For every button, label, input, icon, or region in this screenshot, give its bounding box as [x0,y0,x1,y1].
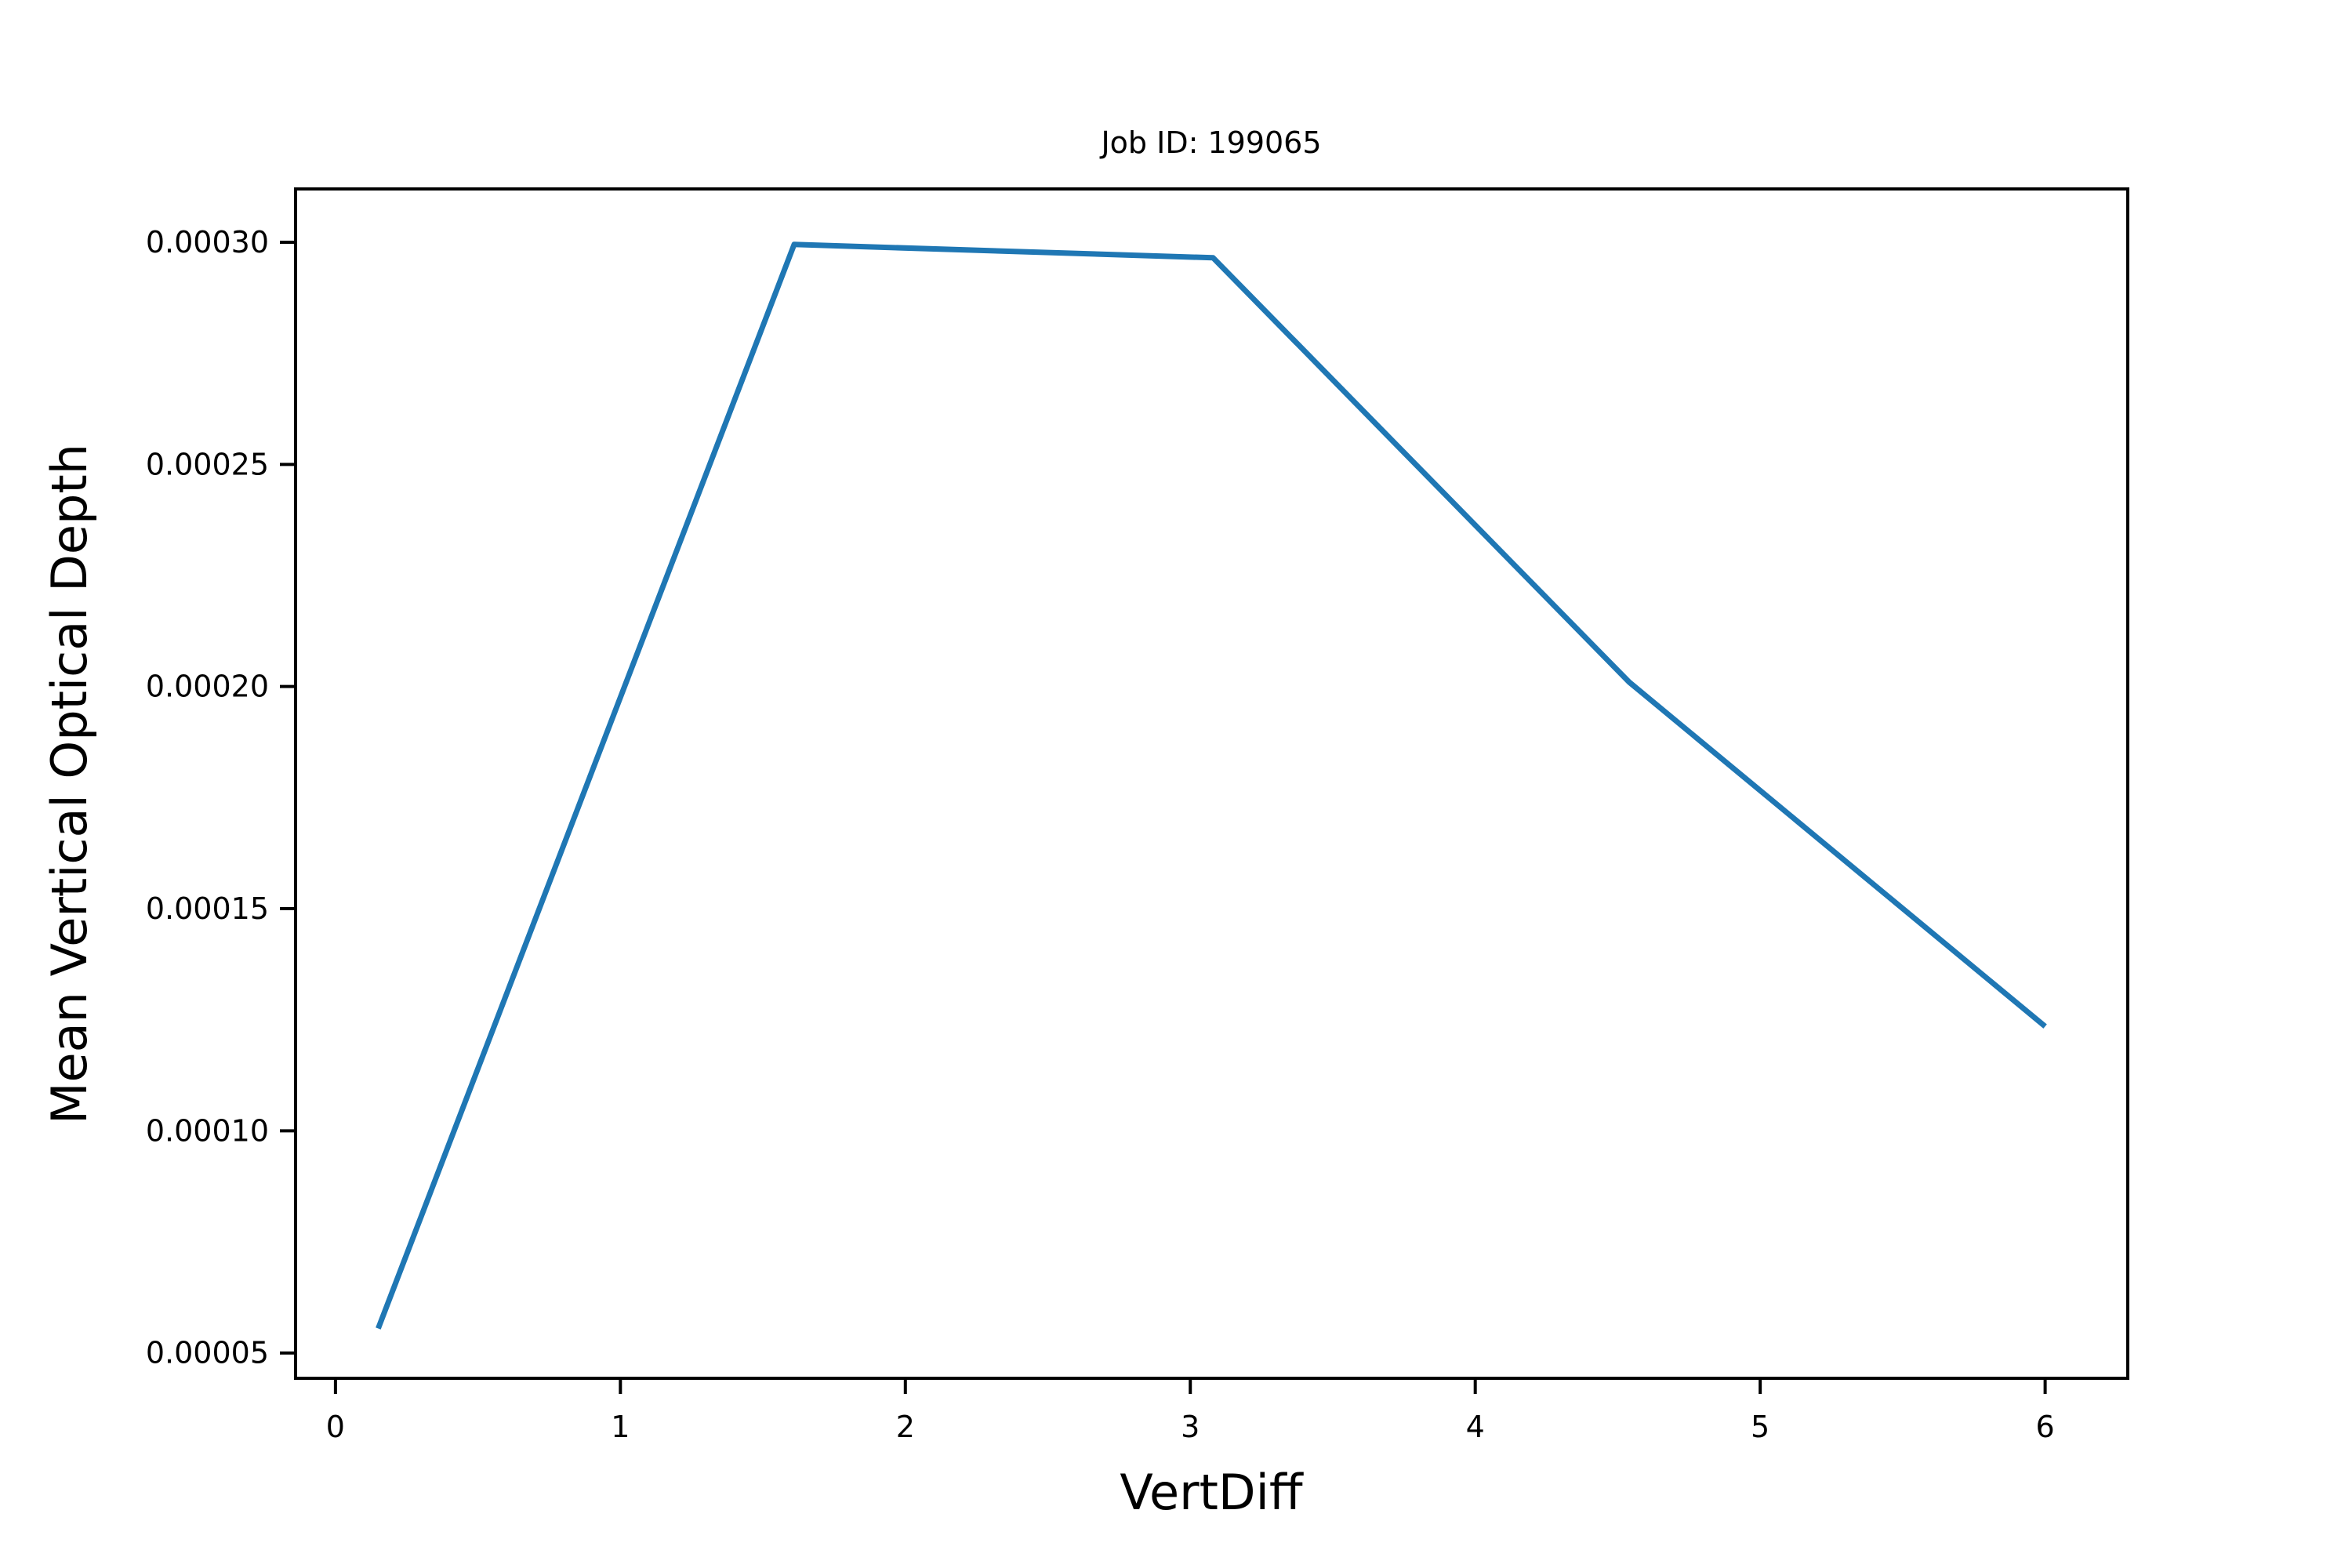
y-axis-label: Mean Vertical Optical Depth [41,444,98,1124]
x-tick-label: 0 [326,1410,345,1444]
series-line-0 [376,241,2047,1330]
y-tick-label: 0.00010 [146,1113,269,1148]
y-axis: 0.00005 0.00010 0.00015 0.00020 0.00025 0.000… [146,225,296,1370]
y-tick-label: 0.00005 [146,1336,269,1370]
plot-area-frame [294,187,2129,1380]
x-axis: 0 1 2 3 4 5 6 [326,1378,2055,1444]
x-tick-label: 6 [2036,1410,2055,1444]
x-tick-label: 5 [1751,1410,1769,1444]
x-tick-label: 1 [611,1410,630,1444]
y-tick-label: 0.00030 [146,225,269,260]
x-tick-label: 2 [896,1410,915,1444]
series-layer [376,241,2047,1330]
chart-title: Job ID: 199065 [1099,125,1321,160]
x-axis-label: VertDiff [1120,1464,1304,1521]
y-tick-label: 0.00025 [146,447,269,481]
x-tick-label: 4 [1466,1410,1485,1444]
x-tick-label: 3 [1181,1410,1200,1444]
y-tick-label: 0.00015 [146,891,269,926]
y-tick-label: 0.00020 [146,670,269,704]
